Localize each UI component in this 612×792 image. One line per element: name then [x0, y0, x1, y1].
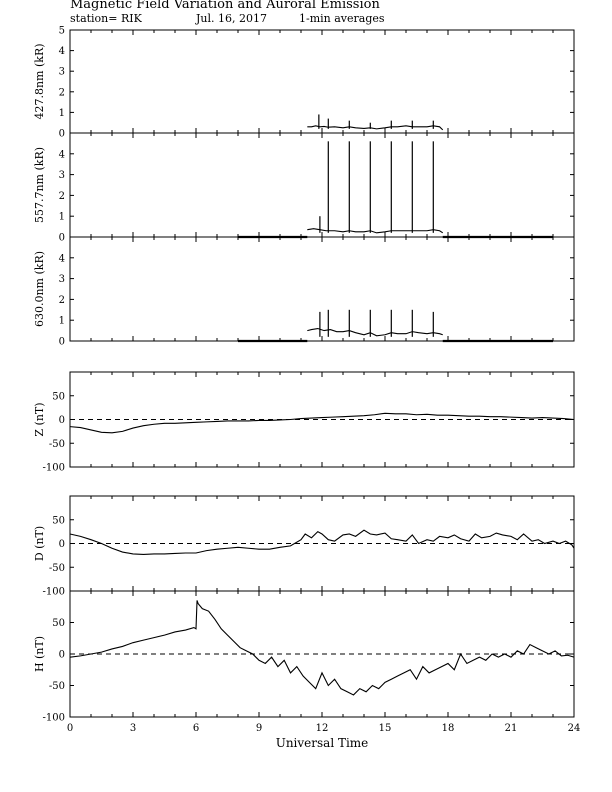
y-tick-label: 50	[52, 515, 65, 526]
y-tick-label: 0	[59, 337, 65, 348]
figure-title: Magnetic Field Variation and Auroral Emi…	[70, 0, 380, 12]
x-tick-label: 18	[442, 723, 455, 734]
series-line	[307, 327, 443, 337]
y-tick-label: 2	[59, 295, 65, 306]
x-tick-label: 9	[256, 723, 262, 734]
panel-frame	[69, 29, 575, 134]
series-line	[69, 529, 575, 555]
x-tick-label: 12	[316, 723, 329, 734]
y-tick-label: -50	[49, 681, 65, 692]
y-tick-label: 1	[59, 316, 65, 327]
x-tick-label: 15	[379, 723, 392, 734]
y-tick-label: 0	[59, 415, 65, 426]
x-tick-label: 24	[568, 723, 581, 734]
y-axis-label: 427.8nm (kR)	[33, 43, 46, 119]
y-tick-label: 0	[59, 129, 65, 140]
y-tick-label: -100	[43, 587, 65, 598]
panel-frame	[69, 132, 575, 238]
averaging-label: 1-min averages	[299, 12, 385, 25]
y-tick-label: 50	[52, 391, 65, 402]
station-label: station= RIK	[70, 12, 142, 25]
y-tick-label: -100	[43, 463, 65, 474]
y-axis-label: D (nT)	[33, 526, 46, 561]
x-tick-label: 6	[193, 723, 199, 734]
y-tick-label: 4	[59, 253, 65, 264]
date-label: Jul. 16, 2017	[196, 12, 267, 25]
y-axis-label: Z (nT)	[33, 402, 46, 436]
y-tick-label: 1	[59, 212, 65, 223]
y-tick-label: 0	[59, 233, 65, 244]
y-tick-label: 4	[59, 46, 65, 57]
series-line	[307, 228, 444, 234]
x-tick-label: 0	[67, 723, 73, 734]
y-tick-label: 0	[59, 539, 65, 550]
y-tick-label: 50	[52, 618, 65, 629]
panel-frame	[69, 236, 575, 342]
series-line	[69, 600, 575, 696]
y-tick-label: 2	[59, 87, 65, 98]
x-tick-label: 21	[505, 723, 518, 734]
y-tick-label: 4	[59, 149, 65, 160]
x-axis-label: Universal Time	[276, 736, 369, 750]
series-line	[69, 412, 575, 434]
y-tick-label: 2	[59, 191, 65, 202]
x-tick-label: 3	[130, 723, 136, 734]
y-tick-label: 1	[59, 108, 65, 119]
y-tick-label: 3	[59, 67, 65, 78]
series-line	[307, 125, 444, 131]
y-axis-label: H (nT)	[33, 636, 46, 672]
y-axis-label: 557.7nm (kR)	[33, 147, 46, 223]
y-tick-label: 3	[59, 274, 65, 285]
y-tick-label: 3	[59, 170, 65, 181]
y-tick-label: 0	[59, 650, 65, 661]
y-tick-label: 5	[59, 26, 65, 37]
y-tick-label: -100	[43, 713, 65, 724]
y-axis-label: 630.0nm (kR)	[33, 251, 46, 327]
y-tick-label: -50	[49, 563, 65, 574]
y-tick-label: -50	[49, 439, 65, 450]
